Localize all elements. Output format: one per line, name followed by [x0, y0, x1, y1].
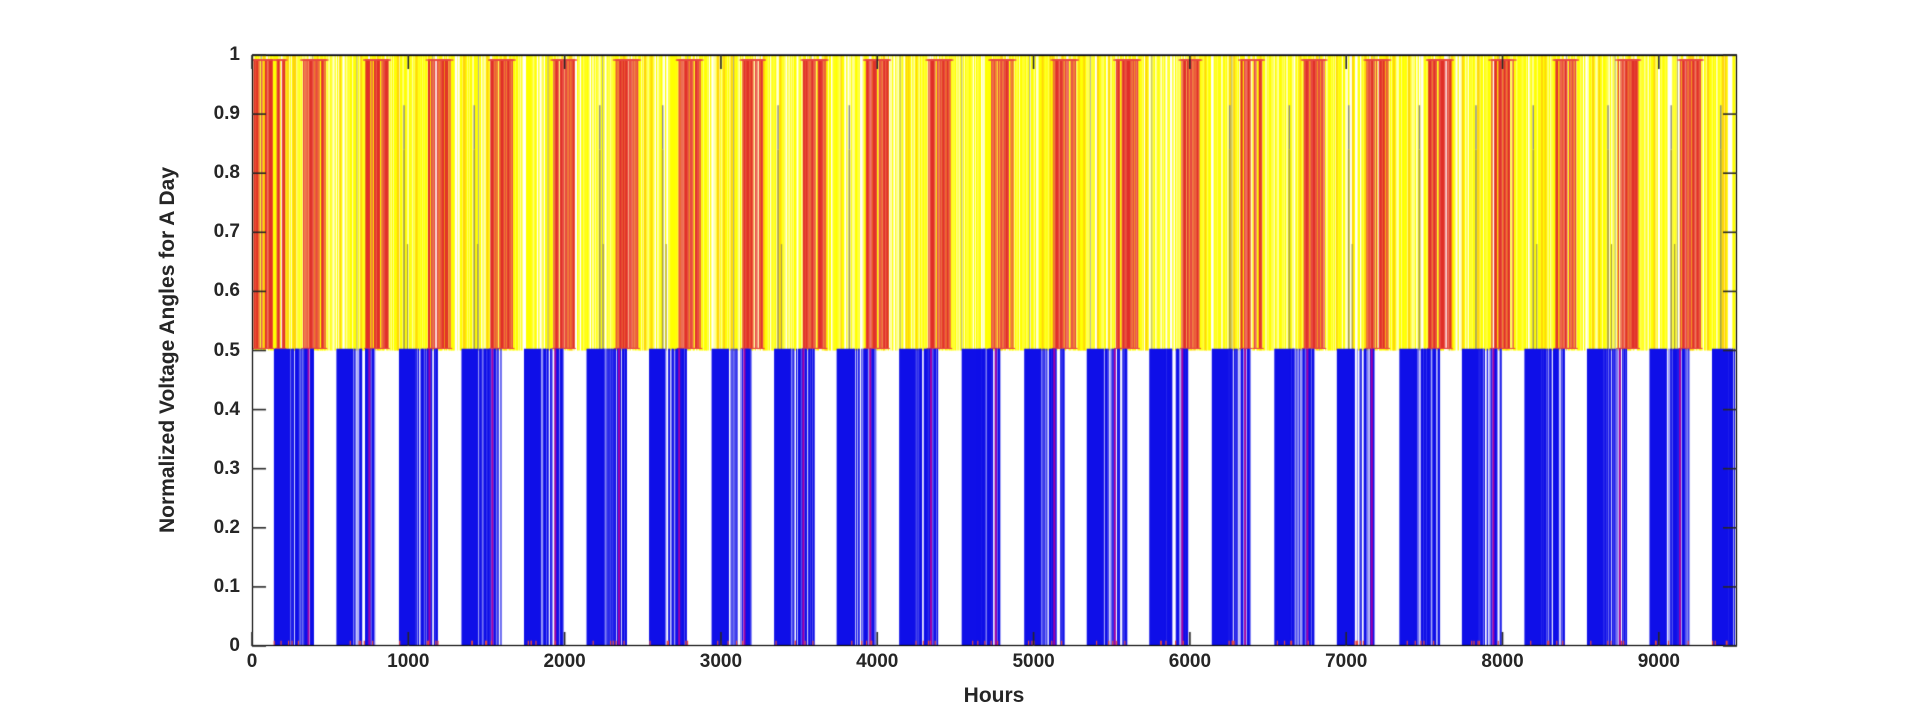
x-tick-label: 4000	[856, 651, 899, 672]
x-tick-label: 7000	[1325, 651, 1368, 672]
y-tick-label: 0.9	[213, 103, 240, 125]
y-tick-label: 0.5	[213, 339, 240, 361]
y-tick-label: 0.8	[213, 162, 240, 184]
y-tick-label: 0.6	[213, 280, 240, 302]
y-tick-label: 0.7	[213, 221, 240, 243]
y-tick-label: 0	[229, 635, 240, 656]
x-tick-label: 1000	[387, 651, 430, 672]
x-tick-label: 0	[246, 651, 258, 672]
y-tick-label: 0.4	[213, 398, 240, 420]
y-tick-label: 0.1	[213, 575, 240, 597]
y-tick-label: 0.2	[213, 516, 240, 538]
x-tick-label: 8000	[1481, 651, 1524, 672]
x-tick-label: 9000	[1637, 651, 1680, 672]
y-tick-label: 1	[229, 44, 240, 65]
x-tick-label: 6000	[1168, 651, 1212, 672]
x-tick-label: 3000	[699, 651, 743, 672]
x-axis-label: Hours	[963, 684, 1025, 707]
x-tick-label: 5000	[1012, 651, 1055, 672]
y-tick-label: 0.3	[213, 457, 240, 479]
x-tick-label: 2000	[543, 651, 586, 672]
